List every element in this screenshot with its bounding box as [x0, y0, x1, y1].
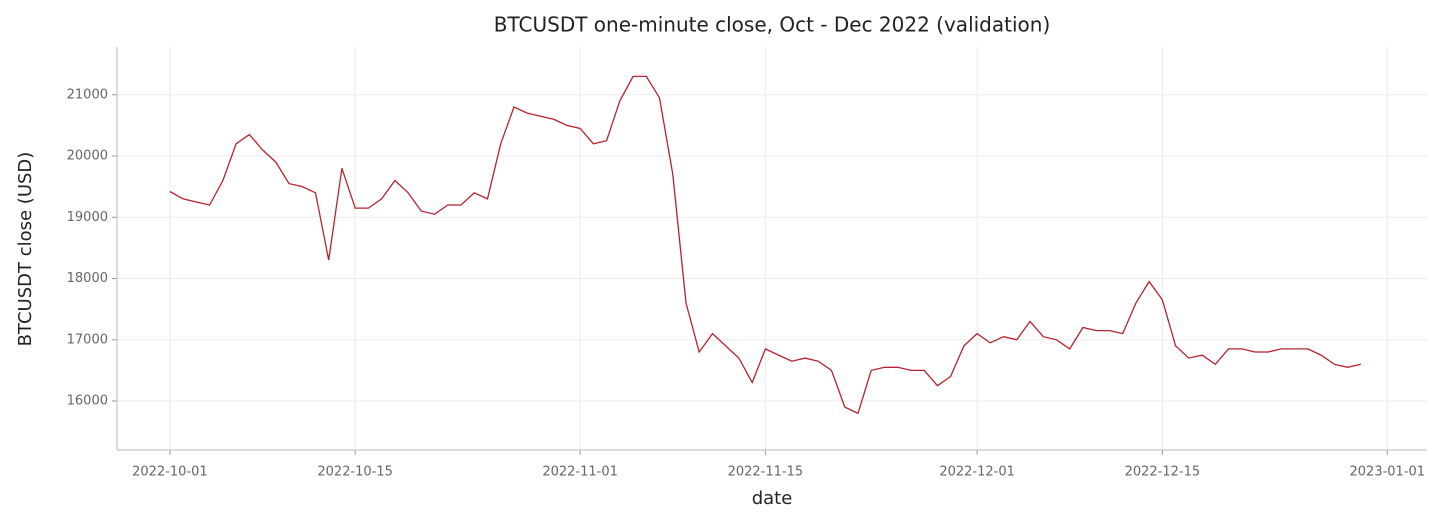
x-tick-label: 2022-12-15: [1125, 465, 1201, 480]
x-tick-label: 2022-11-01: [542, 465, 618, 480]
y-tick-label: 16000: [67, 394, 108, 409]
x-tick-label: 2023-01-01: [1350, 465, 1426, 480]
x-tick-label: 2022-11-15: [728, 465, 804, 480]
x-axis-label: date: [752, 488, 793, 509]
x-tick-label: 2022-12-01: [939, 465, 1015, 480]
y-tick-label: 17000: [67, 332, 108, 347]
y-tick-label: 20000: [67, 149, 108, 164]
x-tick-label: 2022-10-01: [132, 465, 208, 480]
y-tick-label: 18000: [67, 271, 108, 286]
price-line: [169, 75, 1361, 415]
chart-title: BTCUSDT one-minute close, Oct - Dec 2022…: [494, 13, 1051, 37]
y-axis-label: BTCUSDT close (USD): [15, 152, 36, 347]
y-tick-label: 21000: [67, 87, 108, 102]
y-tick-label: 19000: [67, 210, 108, 225]
x-tick-label: 2022-10-15: [317, 465, 393, 480]
